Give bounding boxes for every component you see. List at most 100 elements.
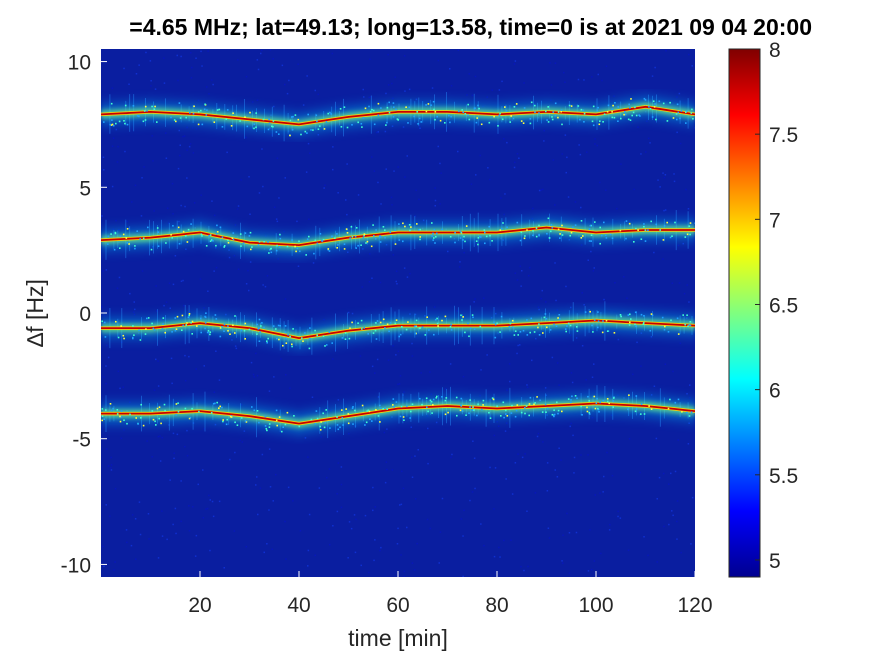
band-speckle bbox=[441, 228, 443, 231]
band-speckle bbox=[371, 420, 373, 422]
band-speckle bbox=[294, 114, 297, 116]
band-speckle bbox=[215, 318, 218, 320]
noise-dot bbox=[540, 189, 542, 191]
band-speckle bbox=[511, 404, 513, 407]
band-speckle bbox=[455, 396, 458, 399]
noise-dot bbox=[497, 425, 500, 427]
noise-dot bbox=[161, 510, 163, 512]
band-speckle bbox=[482, 399, 485, 402]
band-speckle bbox=[580, 405, 582, 408]
noise-dot bbox=[179, 154, 181, 157]
noise-dot bbox=[138, 501, 141, 503]
noise-dot bbox=[386, 468, 388, 471]
band-speckle bbox=[555, 325, 558, 327]
band-speckle bbox=[597, 408, 600, 411]
noise-dot bbox=[577, 78, 580, 81]
noise-dot bbox=[174, 507, 177, 510]
noise-dot bbox=[387, 53, 389, 56]
band-speckle bbox=[561, 224, 563, 227]
band-speckle bbox=[354, 409, 356, 412]
noise-dot bbox=[134, 308, 136, 311]
band-speckle bbox=[419, 327, 421, 329]
noise-dot bbox=[418, 198, 420, 201]
band-speckle bbox=[268, 122, 271, 125]
noise-dot bbox=[483, 544, 485, 547]
noise-dot bbox=[650, 394, 653, 396]
band-speckle bbox=[530, 101, 533, 104]
noise-dot bbox=[176, 54, 178, 57]
band-speckle bbox=[322, 238, 325, 241]
band-speckle bbox=[209, 234, 212, 236]
noise-dot bbox=[202, 469, 204, 471]
noise-dot bbox=[495, 312, 497, 315]
band-speckle bbox=[541, 411, 544, 413]
band-speckle bbox=[182, 230, 185, 233]
band-speckle bbox=[187, 316, 190, 319]
noise-dot bbox=[131, 201, 133, 203]
noise-dot bbox=[543, 129, 545, 132]
band-speckle bbox=[181, 314, 184, 317]
noise-dot bbox=[670, 399, 672, 401]
band-speckle bbox=[686, 233, 689, 236]
noise-dot bbox=[346, 213, 348, 216]
noise-dot bbox=[546, 462, 549, 464]
noise-dot bbox=[506, 141, 508, 144]
noise-dot bbox=[670, 472, 672, 475]
noise-dot bbox=[673, 173, 675, 175]
band-speckle bbox=[508, 326, 511, 328]
band-speckle bbox=[232, 112, 234, 114]
band-speckle bbox=[511, 319, 514, 322]
band-speckle bbox=[366, 240, 369, 243]
band-speckle bbox=[492, 398, 495, 401]
band-speckle bbox=[375, 229, 377, 231]
noise-dot bbox=[451, 453, 453, 456]
noise-dot bbox=[538, 308, 540, 311]
band-speckle bbox=[264, 415, 267, 418]
noise-dot bbox=[518, 157, 520, 159]
noise-dot bbox=[231, 339, 233, 341]
band-speckle bbox=[369, 418, 371, 420]
noise-dot bbox=[377, 131, 379, 133]
band-speckle bbox=[258, 421, 260, 424]
noise-dot bbox=[215, 266, 218, 269]
band-speckle bbox=[246, 125, 249, 128]
noise-dot bbox=[223, 423, 225, 425]
noise-dot bbox=[516, 153, 519, 155]
band-speckle bbox=[652, 100, 655, 102]
band-speckle bbox=[617, 106, 619, 108]
band-speckle bbox=[543, 316, 546, 319]
band-speckle bbox=[513, 334, 516, 336]
noise-dot bbox=[628, 438, 631, 440]
noise-dot bbox=[134, 184, 137, 187]
band-speckle bbox=[185, 116, 187, 119]
band-speckle bbox=[583, 121, 585, 123]
band-speckle bbox=[570, 401, 572, 404]
noise-dot bbox=[429, 527, 432, 530]
band-speckle bbox=[634, 311, 637, 314]
band-speckle bbox=[275, 249, 278, 252]
noise-dot bbox=[262, 284, 264, 286]
noise-dot bbox=[544, 387, 547, 389]
noise-dot bbox=[337, 192, 339, 194]
noise-dot bbox=[369, 58, 371, 60]
noise-dot bbox=[312, 262, 315, 264]
noise-dot bbox=[505, 478, 507, 480]
band-speckle bbox=[144, 119, 147, 121]
noise-dot bbox=[534, 492, 537, 494]
band-speckle bbox=[404, 225, 406, 228]
band-speckle bbox=[596, 397, 598, 400]
band-speckle bbox=[497, 125, 499, 127]
noise-dot bbox=[573, 456, 576, 459]
noise-dot bbox=[519, 344, 521, 346]
band-speckle bbox=[520, 120, 523, 122]
noise-dot bbox=[605, 65, 608, 67]
band-speckle bbox=[292, 115, 294, 118]
band-speckle bbox=[477, 237, 480, 239]
noise-dot bbox=[376, 358, 379, 361]
noise-dot bbox=[590, 568, 593, 571]
band-speckle bbox=[110, 233, 112, 235]
band-speckle bbox=[111, 123, 114, 126]
noise-dot bbox=[332, 525, 334, 527]
noise-dot bbox=[614, 282, 616, 284]
band-speckle bbox=[113, 248, 116, 251]
